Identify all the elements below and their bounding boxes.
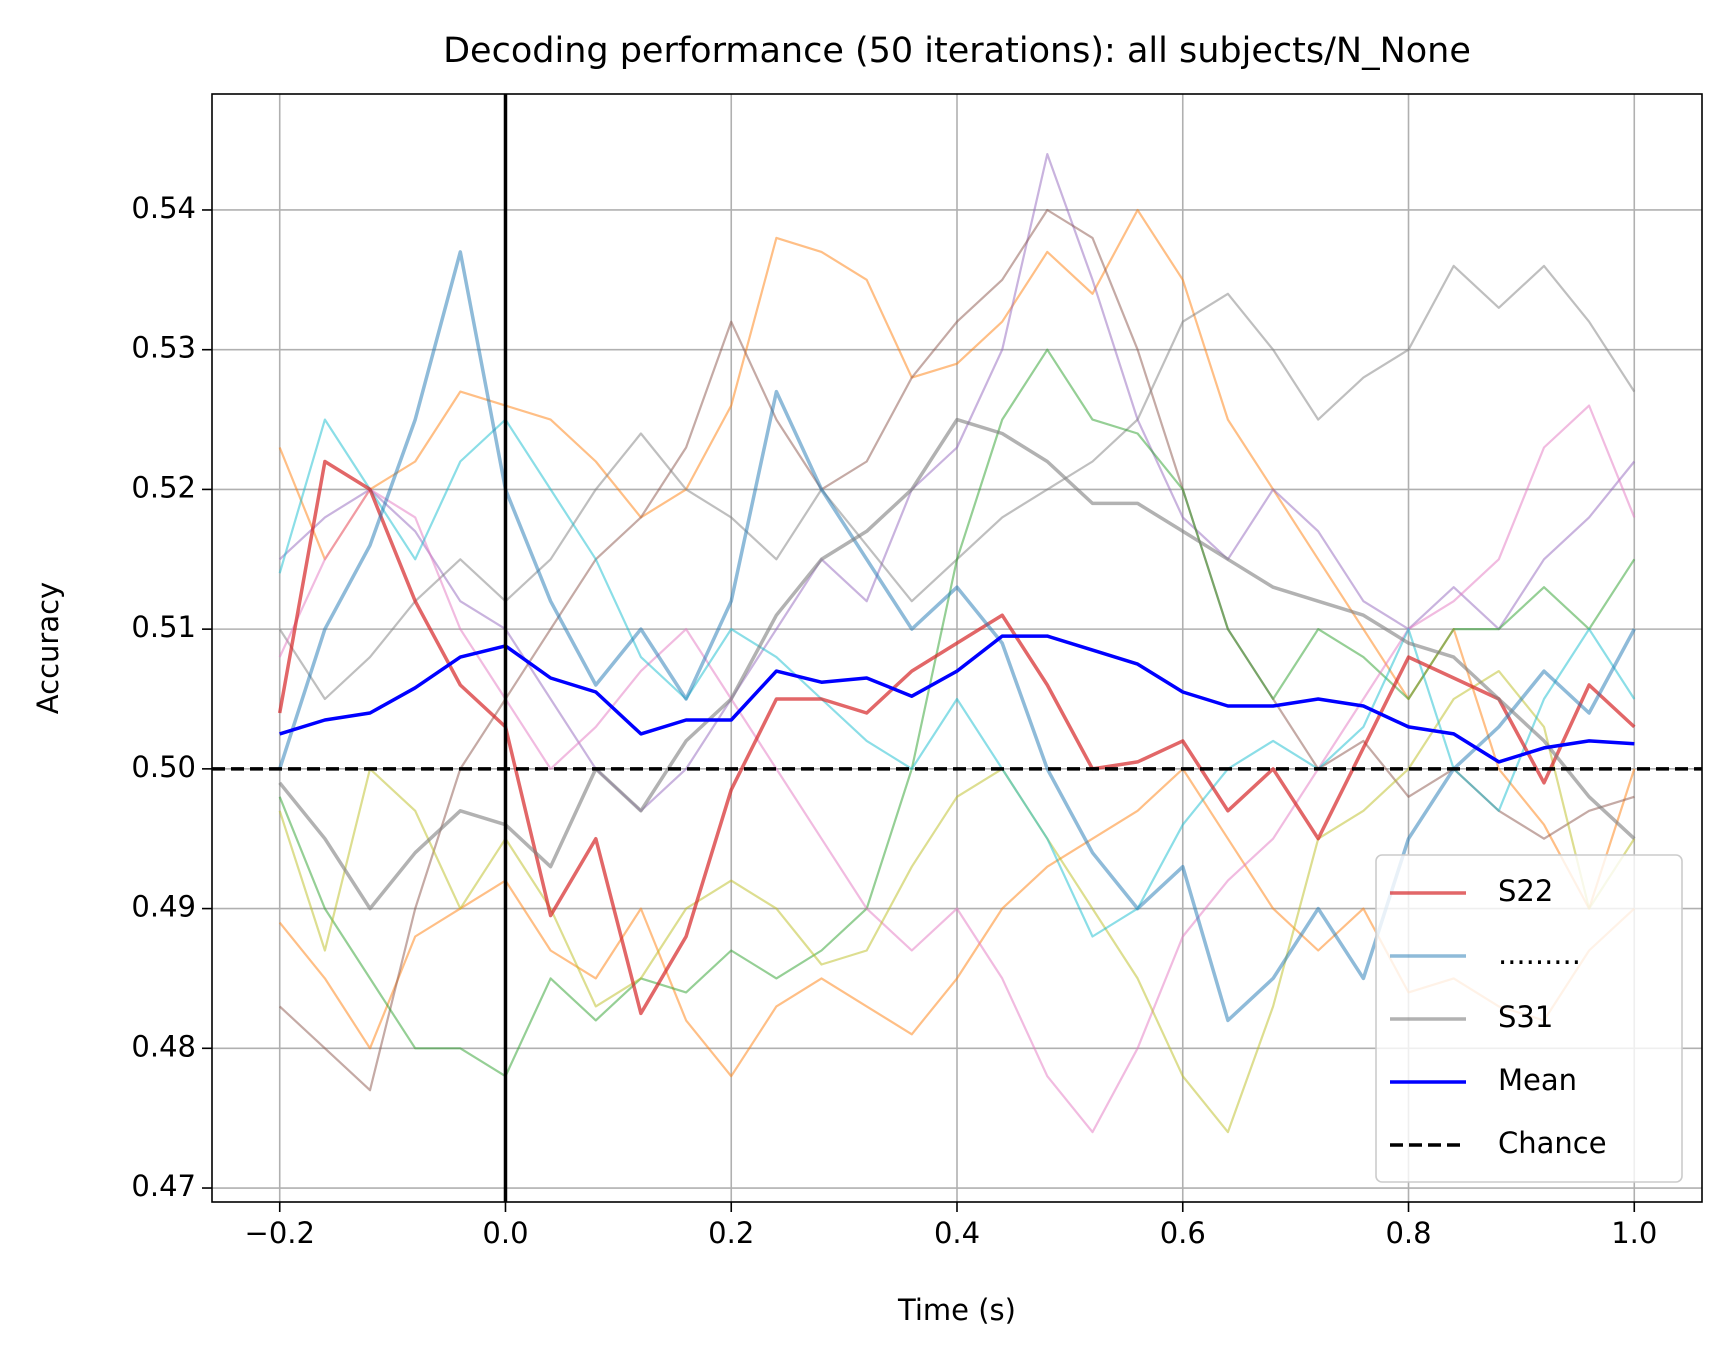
- y-axis-label: Accuracy: [31, 582, 65, 714]
- x-tick-label: 0.0: [482, 1216, 528, 1250]
- legend-label: S31: [1498, 1000, 1553, 1034]
- x-tick-label: 0.8: [1385, 1216, 1431, 1250]
- y-tick-label: 0.48: [131, 1029, 196, 1063]
- x-tick-label: 0.4: [934, 1216, 980, 1250]
- x-axis-label: Time (s): [897, 1293, 1016, 1327]
- chart-title: Decoding performance (50 iterations): al…: [443, 31, 1471, 71]
- y-tick-label: 0.47: [131, 1169, 196, 1203]
- legend-label: Chance: [1498, 1126, 1607, 1160]
- legend-label: Mean: [1498, 1063, 1577, 1097]
- legend-box: [1375, 854, 1683, 1183]
- legend-label: .........: [1498, 937, 1581, 971]
- x-tick-label: 1.0: [1611, 1216, 1657, 1250]
- y-tick-label: 0.49: [131, 890, 196, 924]
- y-tick-label: 0.54: [131, 191, 196, 225]
- x-tick-label: −0.2: [245, 1216, 315, 1250]
- x-tick-label: 0.2: [708, 1216, 754, 1250]
- y-tick-label: 0.50: [131, 750, 196, 784]
- legend-label: S22: [1498, 874, 1553, 908]
- y-tick-label: 0.52: [131, 470, 196, 504]
- y-tick-label: 0.51: [131, 610, 196, 644]
- axes-frame: [211, 93, 1703, 1203]
- x-tick-label: 0.6: [1160, 1216, 1206, 1250]
- y-tick-label: 0.53: [131, 331, 196, 365]
- plot-area: [212, 94, 1702, 1202]
